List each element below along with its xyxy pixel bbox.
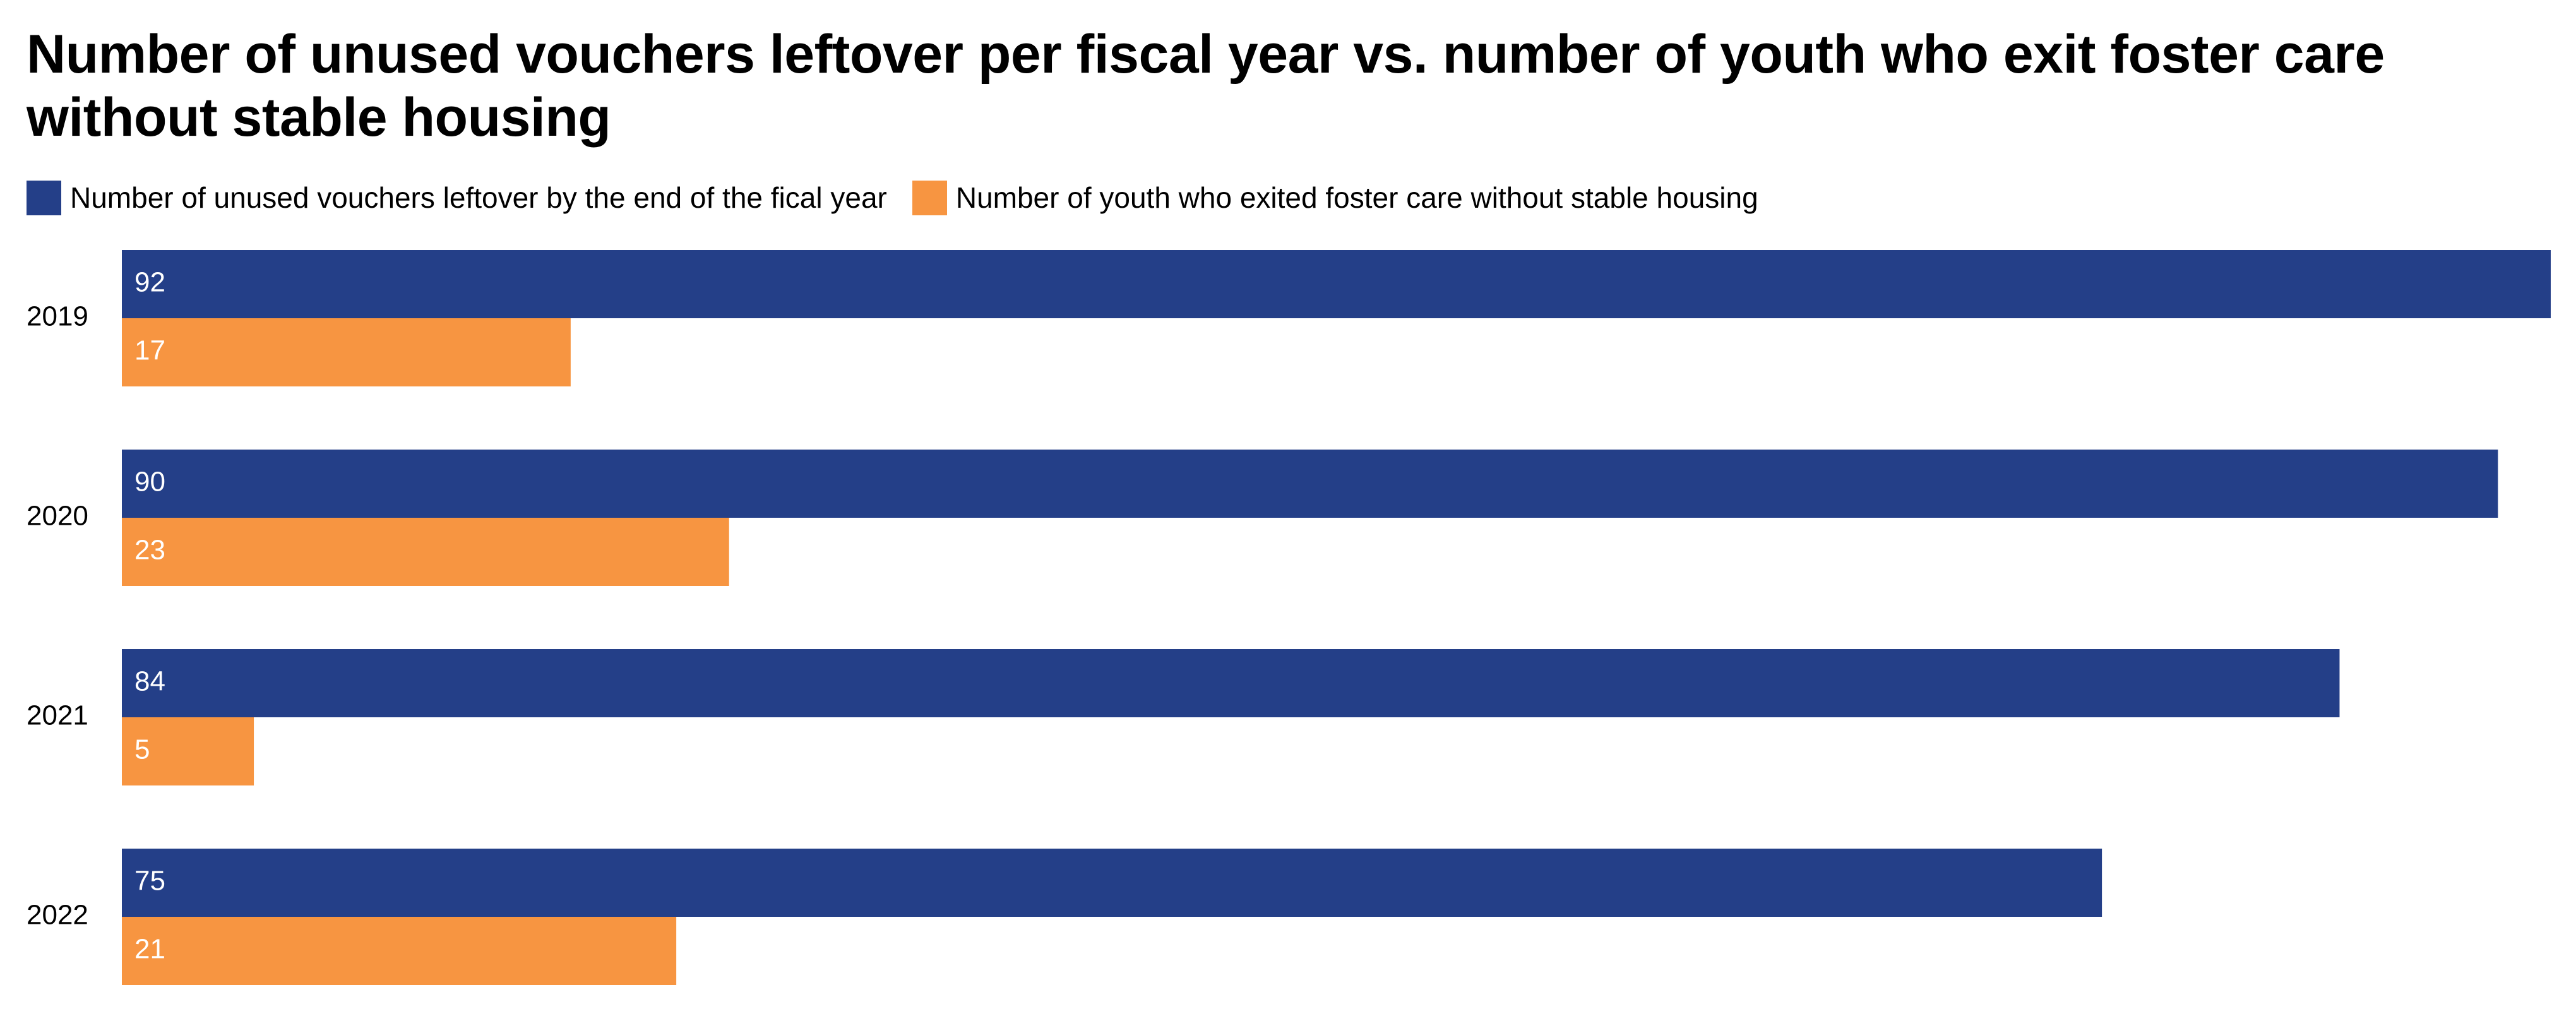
value-label-vouchers-2021: 84: [134, 666, 165, 697]
value-label-youth-2020: 23: [134, 535, 165, 566]
legend-label-youth: Number of youth who exited foster care w…: [955, 181, 1758, 214]
bar-youth-2019: [122, 318, 571, 386]
bar-vouchers-2019: [122, 250, 2551, 318]
value-label-vouchers-2019: 92: [134, 267, 165, 298]
year-label-2019: 2019: [27, 301, 88, 332]
year-label-2021: 2021: [27, 700, 88, 731]
bar-vouchers-2021: [122, 649, 2340, 717]
bar-youth-2020: [122, 518, 729, 586]
legend-swatch-vouchers: [27, 180, 61, 215]
bar-youth-2022: [122, 917, 677, 985]
legend-item-youth: Number of youth who exited foster care w…: [912, 180, 1758, 215]
bar-vouchers-2020: [122, 450, 2498, 518]
year-label-2022: 2022: [27, 900, 88, 931]
value-label-youth-2022: 21: [134, 934, 165, 965]
value-label-vouchers-2020: 90: [134, 467, 165, 498]
value-label-vouchers-2022: 75: [134, 866, 165, 897]
bar-youth-2021: [122, 717, 254, 785]
value-label-youth-2021: 5: [134, 734, 150, 765]
legend: Number of unused vouchers leftover by th…: [27, 178, 1784, 217]
legend-label-vouchers: Number of unused vouchers leftover by th…: [70, 181, 887, 214]
legend-swatch-youth: [912, 180, 947, 215]
year-label-2020: 2020: [27, 501, 88, 532]
value-label-youth-2019: 17: [134, 335, 165, 366]
bar-vouchers-2022: [122, 849, 2102, 917]
chart-title: Number of unused vouchers leftover per f…: [27, 24, 2385, 148]
legend-item-vouchers: Number of unused vouchers leftover by th…: [27, 180, 887, 215]
